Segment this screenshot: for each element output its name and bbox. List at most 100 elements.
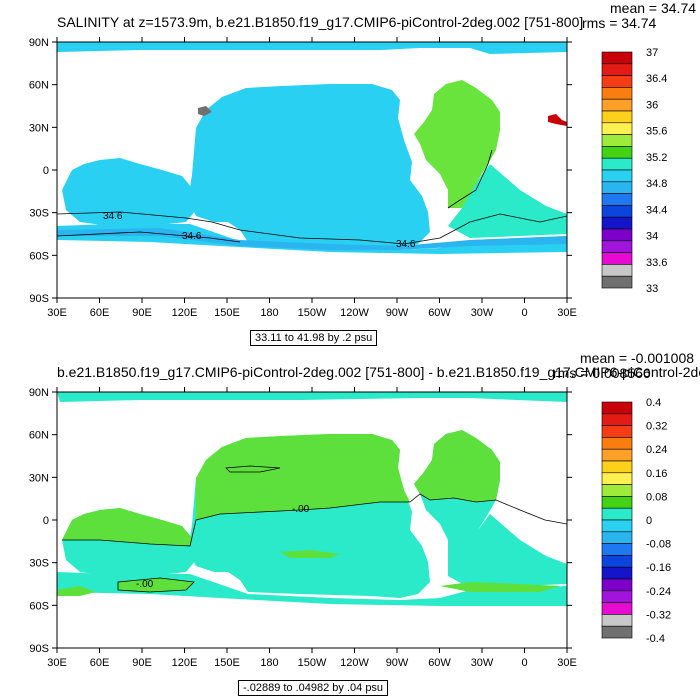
lon-tick-label: 90E <box>132 307 152 319</box>
contour-label: 34.6 <box>182 231 202 242</box>
colorbar-swatch <box>601 448 633 462</box>
lon-tick-label: 30E <box>557 307 577 319</box>
colorbar-swatch <box>601 228 633 242</box>
lat-tick-label: 30N <box>29 472 49 484</box>
colorbar-swatch <box>601 169 633 183</box>
colorbar-swatch <box>601 625 633 639</box>
colorbar-swatch <box>601 146 633 159</box>
colorbar-label: -0.32 <box>646 609 671 621</box>
colorbar-swatch <box>601 496 633 509</box>
lat-tick-label: 60S <box>29 250 49 262</box>
colorbar-swatch <box>601 110 633 124</box>
colorbar-swatch <box>601 484 633 497</box>
map-title: SALINITY at z=1573.9m, b.e21.B1850.f19_g… <box>57 14 584 30</box>
colorbar-label: 34.4 <box>646 204 667 216</box>
colorbar-swatch <box>601 590 633 603</box>
contour-line <box>57 231 241 243</box>
colorbar-label: 36.4 <box>646 73 667 85</box>
lon-tick-label: 90W <box>386 657 409 669</box>
colorbar-swatch <box>601 472 633 485</box>
ocean-zero <box>57 392 567 402</box>
difference-map-panel: mean = -0.001008 rms = 0.008566 b.e21.B1… <box>0 350 700 700</box>
colorbar-label: -0.4 <box>646 633 665 645</box>
lon-tick-label: 120W <box>340 657 369 669</box>
colorbar-swatch <box>601 134 633 147</box>
lon-tick-label: 60W <box>428 307 451 319</box>
pacific-ocean <box>188 84 430 248</box>
colorbar-swatch <box>601 51 633 65</box>
colorbar-label: 0.16 <box>646 468 667 480</box>
lon-tick-label: 60W <box>428 657 451 669</box>
rms-stat: rms = 34.74 <box>582 15 657 31</box>
lon-tick-label: 30E <box>557 657 577 669</box>
contour-line <box>57 211 567 245</box>
contour-line <box>225 465 281 473</box>
positive-anomaly <box>62 508 192 546</box>
salinity-map-panel: mean = 34.74 rms = 34.74 SALINITY at z=1… <box>29 0 696 346</box>
colorbar-swatch <box>601 413 633 426</box>
positive-anomaly <box>414 430 500 502</box>
colorbar-swatch <box>601 460 633 474</box>
lat-tick-label: 0 <box>43 165 49 177</box>
contour-line <box>447 149 493 209</box>
map-title: b.e21.B1850.f19_g17.CMIP6-piControl-2deg… <box>57 364 700 380</box>
antarctic-band <box>57 228 567 250</box>
contour-label: 34.6 <box>396 239 416 250</box>
colorbar-label: 33 <box>646 283 658 295</box>
lon-tick-label: 30E <box>47 307 67 319</box>
colorbar-label: 0.08 <box>646 491 667 503</box>
colorbar-swatch <box>601 507 633 521</box>
black-sea <box>198 106 212 116</box>
colorbar-label: 36 <box>646 99 658 111</box>
colorbar-swatch <box>601 157 633 171</box>
contour-line <box>62 493 567 547</box>
positive-anomaly <box>57 586 96 596</box>
lat-tick-label: 60N <box>29 80 49 92</box>
colorbar-swatch <box>601 437 633 450</box>
colorbar-swatch <box>601 205 633 218</box>
colorbar-swatch <box>601 425 633 438</box>
contour-info-box: -.02889 to .04982 by .04 psu <box>238 680 389 696</box>
colorbar-swatch <box>601 63 633 76</box>
colorbar-swatch <box>601 578 633 592</box>
lat-tick-label: 90N <box>29 37 49 49</box>
colorbar-swatch <box>601 543 633 556</box>
lon-tick-label: 30E <box>47 657 67 669</box>
contour-info-box: 33.11 to 41.98 by .2 psu <box>250 330 378 346</box>
colorbar-swatch <box>601 98 633 112</box>
contour-label: 34.6 <box>103 211 123 222</box>
lat-tick-label: 0 <box>43 515 49 527</box>
lon-tick-label: 30W <box>471 307 494 319</box>
colorbar-label: -0.16 <box>646 562 671 574</box>
lon-tick-label: 120E <box>172 307 198 319</box>
lon-tick-label: 90W <box>386 307 409 319</box>
colorbar-label: 0.24 <box>646 444 667 456</box>
colorbar-label: -0.08 <box>646 539 671 551</box>
positive-anomaly <box>280 550 340 558</box>
colorbar-swatch <box>601 181 633 194</box>
lon-tick-label: 90E <box>132 657 152 669</box>
lon-tick-label: 60E <box>90 657 110 669</box>
southern-ocean <box>57 224 567 254</box>
lon-tick-label: 180 <box>260 657 278 669</box>
lat-tick-label: 60S <box>29 600 49 612</box>
lon-tick-label: 0 <box>521 307 527 319</box>
positive-anomaly <box>196 434 410 520</box>
mean-stat: mean = -0.001008 <box>580 350 695 366</box>
colorbar-swatch <box>601 87 633 100</box>
colorbar-label: 33.6 <box>646 257 667 269</box>
contour-line <box>117 577 195 593</box>
lon-tick-label: 30W <box>471 657 494 669</box>
colorbar-label: 0.32 <box>646 421 667 433</box>
colorbar-label: 0.4 <box>646 397 661 409</box>
colorbar-swatch <box>601 566 633 580</box>
colorbar-label: 35.6 <box>646 126 667 138</box>
colorbar-label: -0.24 <box>646 586 671 598</box>
colorbar-swatch <box>601 193 633 206</box>
colorbar-swatch <box>601 519 633 533</box>
colorbar-swatch <box>601 75 633 88</box>
atlantic-ocean <box>414 80 500 208</box>
lat-tick-label: 30S <box>29 208 49 220</box>
colorbar-label: 34 <box>646 231 658 243</box>
lat-tick-label: 30S <box>29 558 49 570</box>
